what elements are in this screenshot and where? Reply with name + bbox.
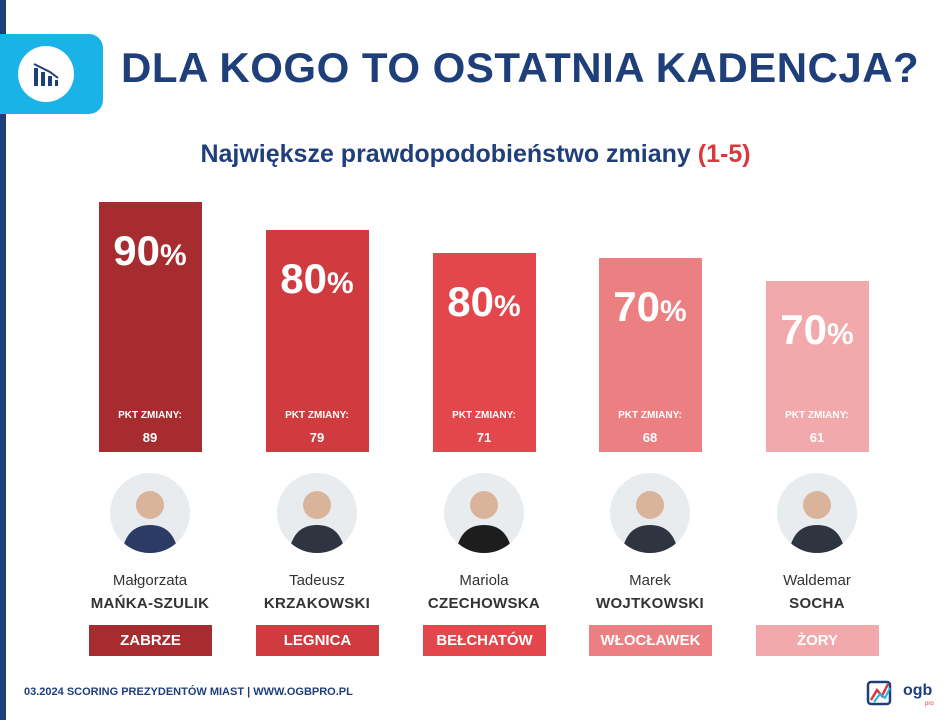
pkt-label: PKT ZMIANY: [452, 410, 516, 421]
bar-4 [765, 281, 869, 452]
candidate-first-name: Marek [629, 572, 671, 589]
bar-chart-down-icon [18, 46, 74, 102]
subtitle-text: Największe prawdopodobieństwo zmiany [200, 140, 691, 168]
bar-0 [98, 202, 202, 452]
city-badge: LEGNICA [256, 625, 379, 656]
brand-name: ogb [903, 682, 933, 699]
avatar [110, 473, 190, 553]
bar-1 [265, 230, 369, 452]
bar-value-label: 70% [780, 306, 854, 353]
candidate-first-name: Tadeusz [289, 572, 345, 589]
page-title: DLA KOGO TO OSTATNIA KADENCJA? [121, 44, 920, 91]
bar-value-label: 90% [113, 227, 187, 274]
candidate-last-name: MAŃKA-SZULIK [90, 595, 210, 612]
candidate-last-name: SOCHA [789, 595, 845, 612]
avatar [444, 473, 524, 553]
left-accent-stripe [0, 0, 6, 720]
brand-sub: pro [925, 701, 934, 707]
pkt-value: 61 [809, 430, 825, 445]
pkt-value: 71 [476, 430, 492, 445]
candidate-first-name: Małgorzata [112, 572, 188, 589]
bar-value-label: 70% [613, 283, 687, 330]
chart-subtitle: Największe prawdopodobieństwo zmiany (1-… [0, 140, 951, 169]
bar-value-label: 80% [447, 278, 521, 325]
candidate-last-name: KRZAKOWSKI [263, 595, 371, 612]
footer-text: 03.2024 SCORING PREZYDENTÓW MIAST | WWW.… [24, 686, 353, 698]
city-badge: ZABRZE [89, 625, 212, 656]
ogb-logo-icon [866, 680, 892, 706]
pkt-value: 68 [642, 430, 658, 445]
avatar [610, 473, 690, 553]
pkt-label: PKT ZMIANY: [118, 410, 182, 421]
avatar [777, 473, 857, 553]
pkt-label: PKT ZMIANY: [618, 410, 682, 421]
header-logo-box [0, 34, 103, 114]
city-badge: WŁOCŁAWEK [589, 625, 712, 656]
candidate-last-name: WOJTKOWSKI [596, 595, 704, 612]
pkt-label: PKT ZMIANY: [285, 410, 349, 421]
subtitle-range: (1-5) [697, 140, 751, 168]
bar-value-label: 80% [280, 255, 354, 302]
pkt-label: PKT ZMIANY: [785, 410, 849, 421]
city-badge: ŻORY [756, 625, 879, 656]
bar-3 [598, 258, 702, 452]
pkt-value: 79 [309, 430, 325, 445]
city-badge: BEŁCHATÓW [423, 625, 546, 656]
candidate-last-name: CZECHOWSKA [427, 595, 541, 612]
pkt-value: 89 [142, 430, 158, 445]
bar-2 [432, 253, 536, 452]
avatar [277, 473, 357, 553]
candidate-first-name: Waldemar [783, 572, 851, 589]
candidate-first-name: Mariola [459, 572, 509, 589]
